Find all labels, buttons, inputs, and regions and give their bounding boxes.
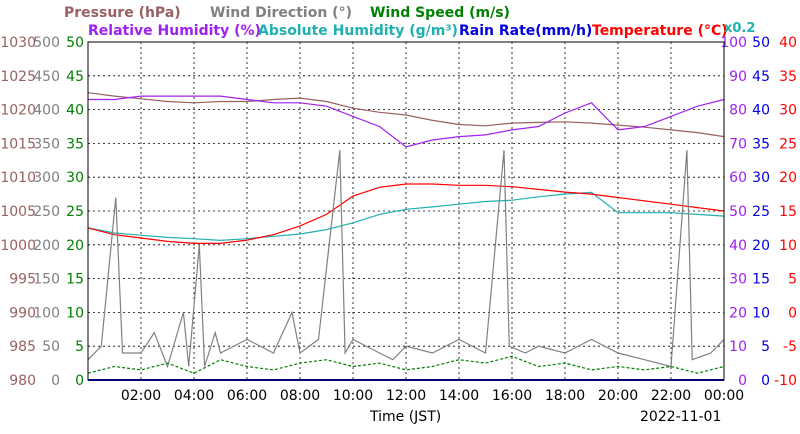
- series-line-0: [87, 92, 725, 138]
- x-tick-label: 00:00: [704, 388, 744, 404]
- x-tick-label: 02:00: [121, 388, 161, 404]
- rain-tick-label: 20: [752, 238, 770, 254]
- wind-speed-legend: Wind Speed (m/s): [370, 5, 510, 21]
- pressure-tick-label: 1030: [0, 35, 36, 51]
- chart-grid: [88, 42, 724, 380]
- wind-dir-tick-label: 500: [33, 35, 60, 51]
- rain-tick-label: 35: [752, 136, 770, 152]
- wind-dir-tick-label: 300: [33, 170, 60, 186]
- temperature-tick-label: 25: [779, 136, 797, 152]
- pressure-legend: Pressure (hPa): [64, 5, 181, 21]
- pressure-tick-label: 1020: [0, 103, 36, 119]
- humidity-tick-label: 30: [729, 272, 747, 288]
- temperature-legend: Temperature (°C): [592, 23, 728, 39]
- humidity-tick-label: 60: [729, 170, 747, 186]
- humidity-tick-label: 100: [720, 35, 747, 51]
- temperature-tick-label: 30: [779, 103, 797, 119]
- rain-tick-label: 15: [752, 272, 770, 288]
- pressure-tick-label: 995: [9, 272, 36, 288]
- pressure-tick-label: 990: [9, 305, 36, 321]
- wind-speed-tick-label: 10: [66, 305, 84, 321]
- wind-direction-legend: Wind Direction (°): [210, 5, 352, 21]
- humidity-tick-label: 40: [729, 238, 747, 254]
- wind-dir-tick-label: 400: [33, 103, 60, 119]
- x-tick-label: 20:00: [598, 388, 638, 404]
- series-line-4: [87, 150, 725, 369]
- wind-speed-tick-label: 35: [66, 136, 84, 152]
- pressure-tick-label: 1010: [0, 170, 36, 186]
- x-tick-label: 14:00: [439, 388, 479, 404]
- x-tick-label: 04:00: [174, 388, 214, 404]
- rain-tick-label: 5: [761, 339, 770, 355]
- wind-dir-tick-label: 0: [51, 373, 60, 389]
- x-tick-label: 22:00: [651, 388, 691, 404]
- wind-speed-tick-label: 50: [66, 35, 84, 51]
- wind-speed-tick-label: 25: [66, 204, 84, 220]
- x-tick-label: 10:00: [333, 388, 373, 404]
- series-line-1: [88, 95, 725, 148]
- rain-tick-label: 45: [752, 69, 770, 85]
- temperature-tick-label: -10: [774, 373, 797, 389]
- humidity-tick-label: 50: [729, 204, 747, 220]
- humidity-tick-label: 10: [729, 339, 747, 355]
- temperature-tick-label: 10: [779, 238, 797, 254]
- temperature-tick-label: 20: [779, 170, 797, 186]
- x-axis-label: Time (JST): [369, 409, 441, 425]
- wind-speed-tick-label: 40: [66, 103, 84, 119]
- series-line-2: [87, 191, 725, 242]
- x-tick-label: 06:00: [227, 388, 267, 404]
- humidity-tick-label: 0: [738, 373, 747, 389]
- humidity-tick-label: 20: [729, 305, 747, 321]
- wind-speed-tick-label: 5: [75, 339, 84, 355]
- wind-speed-tick-label: 15: [66, 272, 84, 288]
- wind-dir-tick-label: 50: [42, 339, 60, 355]
- wind-dir-tick-label: 200: [33, 238, 60, 254]
- abs-humidity-legend: Absolute Humidity (g/m³): [258, 23, 458, 39]
- series-line-3: [87, 183, 725, 244]
- temperature-tick-label: -5: [783, 339, 797, 355]
- abs-humidity-factor: x0.2: [724, 21, 755, 36]
- temperature-tick-label: 0: [788, 305, 797, 321]
- wind-speed-tick-label: 20: [66, 238, 84, 254]
- wind-dir-tick-label: 350: [33, 136, 60, 152]
- wind-speed-tick-label: 0: [75, 373, 84, 389]
- rain-tick-label: 10: [752, 305, 770, 321]
- pressure-tick-label: 1000: [0, 238, 36, 254]
- plot-frame: [87, 41, 725, 381]
- x-tick-label: 16:00: [492, 388, 532, 404]
- wind-dir-tick-label: 250: [33, 204, 60, 220]
- axis-ticks: 02:00 04:00 06:00 08:00 10:00 12:00 14:00 16:00…: [0, 35, 797, 404]
- temperature-tick-label: 40: [779, 35, 797, 51]
- rain-tick-label: 0: [761, 373, 770, 389]
- data-series: [87, 92, 725, 381]
- pressure-tick-label: 980: [9, 373, 36, 389]
- pressure-tick-label: 1025: [0, 69, 36, 85]
- temperature-tick-label: 5: [788, 272, 797, 288]
- pressure-tick-label: 1005: [0, 204, 36, 220]
- temperature-tick-label: 35: [779, 69, 797, 85]
- x-tick-label: 08:00: [280, 388, 320, 404]
- humidity-tick-label: 70: [729, 136, 747, 152]
- humidity-legend: Relative Humidity (%): [88, 23, 261, 39]
- pressure-tick-label: 985: [9, 339, 36, 355]
- rain-tick-label: 30: [752, 170, 770, 186]
- rain-tick-label: 25: [752, 204, 770, 220]
- humidity-tick-label: 90: [729, 69, 747, 85]
- date-label: 2022-11-01: [640, 409, 721, 425]
- rain-tick-label: 40: [752, 103, 770, 119]
- wind-speed-tick-label: 45: [66, 69, 84, 85]
- pressure-tick-label: 1015: [0, 136, 36, 152]
- x-tick-label: 12:00: [386, 388, 426, 404]
- rain-tick-label: 50: [752, 35, 770, 51]
- wind-dir-tick-label: 450: [33, 69, 60, 85]
- rain-legend: Rain Rate(mm/h): [459, 23, 592, 39]
- wind-dir-tick-label: 100: [33, 305, 60, 321]
- series-line-5: [87, 355, 725, 374]
- temperature-tick-label: 15: [779, 204, 797, 220]
- humidity-tick-label: 80: [729, 103, 747, 119]
- x-tick-label: 18:00: [545, 388, 585, 404]
- wind-speed-tick-label: 30: [66, 170, 84, 186]
- wind-dir-tick-label: 150: [33, 272, 60, 288]
